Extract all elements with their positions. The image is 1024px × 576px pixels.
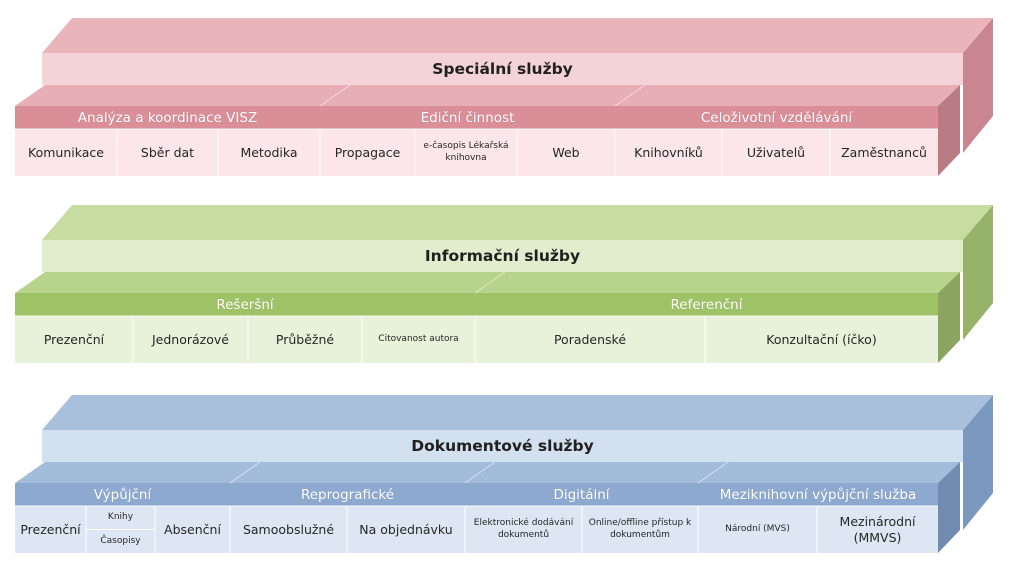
category-label: Výpůjční	[93, 486, 152, 503]
category-label: Ediční činnost	[420, 109, 515, 126]
service-item: Samoobslužné	[242, 521, 335, 537]
service-item: Elektronické dodávání dokumentů	[473, 518, 574, 540]
category-top-divider-2	[614, 84, 646, 107]
service-item: e-časopis Lékařská knihovna	[423, 141, 509, 163]
category-top-divider-3	[697, 461, 729, 484]
title-block-top	[42, 395, 993, 430]
category-block-side-shade	[938, 85, 960, 176]
service-item: Průběžné	[275, 331, 335, 347]
service-item: Absenční	[164, 521, 221, 537]
service-item: Národní (MVS)	[725, 523, 790, 534]
category-label: Rešeršní	[216, 296, 274, 313]
stacked-item: Knihy Časopisy	[86, 506, 155, 553]
service-item: Metodika	[240, 144, 298, 160]
service-item: Komunikace	[28, 144, 104, 160]
title-block-face	[42, 430, 963, 462]
category-label: Celoživotní vzdělávání	[700, 109, 853, 126]
service-item: Online/offline přístup k dokumentům	[588, 518, 692, 540]
category-top-divider-1	[319, 84, 351, 107]
category-band	[15, 293, 938, 316]
title-block-face	[42, 53, 963, 85]
stacked-item-label: Knihy	[107, 511, 134, 522]
service-item: Poradenské	[553, 331, 627, 347]
category-label: Referenční	[670, 296, 743, 313]
informacni-title: Informační služby	[424, 247, 581, 265]
title-block-side	[963, 395, 993, 530]
service-item: Sběr dat	[140, 144, 195, 160]
category-block-side-shade	[938, 462, 960, 553]
category-block-top	[15, 462, 960, 483]
category-band	[15, 106, 938, 129]
category-block-side	[938, 85, 960, 176]
category-label: Reprografické	[300, 486, 395, 503]
stacked-item-label: Časopisy	[86, 529, 155, 553]
specialni-title: Speciální služby	[432, 60, 573, 78]
service-item: Konzultační (íčko)	[766, 331, 877, 347]
service-item: Na objednávku	[359, 521, 453, 537]
category-top-divider-1	[474, 271, 506, 294]
items-band	[15, 129, 938, 176]
service-item: Knihovníků	[634, 144, 703, 160]
category-block-top	[15, 85, 960, 106]
service-item: Citovanost autora	[378, 333, 459, 344]
service-item: Zaměstnanců	[841, 144, 927, 160]
service-item: Mezinárodní (MMVS)	[839, 513, 916, 545]
category-label: Meziknihovní výpůjční služba	[719, 486, 917, 503]
category-label: Analýza a koordinace VISZ	[77, 109, 258, 126]
service-item: Uživatelů	[746, 144, 806, 160]
items-band	[15, 316, 938, 363]
title-block-top	[42, 18, 993, 53]
service-item: Propagace	[334, 144, 401, 160]
items-band	[15, 506, 938, 553]
service-item: Jednorázové	[152, 331, 229, 347]
title-block-face	[42, 240, 963, 272]
service-item: Prezenční	[43, 331, 105, 347]
title-block-side	[963, 18, 993, 153]
category-top-divider-2	[464, 461, 496, 484]
service-item: Prezenční	[20, 521, 81, 537]
category-block-side	[938, 272, 960, 363]
category-label: Digitální	[553, 486, 610, 503]
category-band	[15, 483, 938, 506]
category-block-side-shade	[938, 272, 960, 363]
category-block-side	[938, 462, 960, 553]
dokumentove-title: Dokumentové služby	[411, 437, 594, 455]
service-item: Web	[552, 144, 580, 160]
title-block-side	[963, 205, 993, 340]
category-block-top	[15, 272, 960, 293]
category-top-divider-1	[229, 461, 261, 484]
title-block-top	[42, 205, 993, 240]
